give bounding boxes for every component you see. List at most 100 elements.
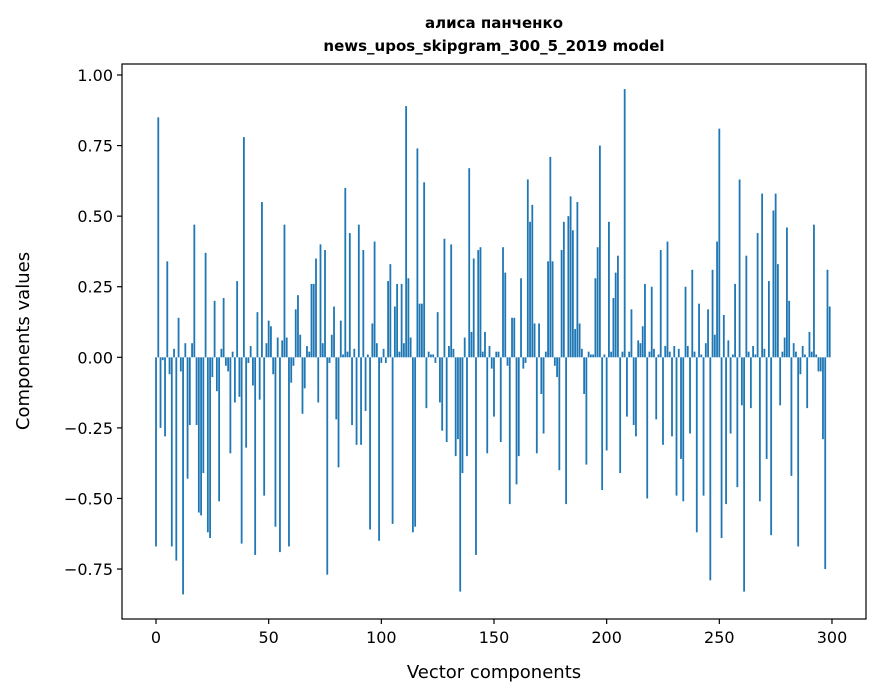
bar — [317, 357, 320, 403]
x-tick-label: 250 — [704, 628, 735, 647]
bar — [231, 351, 234, 358]
bar — [565, 357, 568, 505]
bar — [297, 295, 299, 358]
bar — [441, 357, 444, 431]
bar — [387, 281, 390, 358]
bar — [722, 314, 725, 358]
bar — [193, 224, 196, 358]
bar — [770, 357, 773, 536]
bar — [288, 357, 290, 547]
bar — [252, 357, 254, 386]
bar — [567, 216, 570, 358]
bar — [736, 357, 739, 488]
bar — [571, 230, 574, 358]
bar — [405, 106, 408, 358]
bar — [466, 357, 468, 457]
bar — [303, 357, 306, 389]
bar — [677, 348, 680, 358]
bar — [186, 357, 189, 479]
bar — [411, 357, 414, 533]
bar — [826, 269, 829, 358]
y-axis: −0.75 −0.50 −0.25 0.00 0.25 0.50 0.75 1.00 — [64, 66, 122, 579]
bar — [495, 351, 498, 358]
bar — [675, 357, 678, 496]
bar — [479, 247, 482, 358]
bar — [170, 357, 173, 547]
bar — [813, 224, 815, 358]
bar — [182, 357, 184, 595]
bar — [436, 312, 439, 358]
bar — [159, 357, 162, 428]
bar — [391, 357, 394, 524]
bar — [788, 300, 791, 358]
bar — [792, 343, 795, 358]
bar — [499, 357, 502, 442]
x-tick-label: 50 — [259, 628, 279, 647]
bar — [646, 357, 649, 499]
bar — [360, 357, 362, 445]
bar — [641, 326, 644, 358]
bar — [729, 357, 732, 434]
bar — [734, 283, 736, 358]
bar — [382, 348, 385, 358]
bar — [414, 357, 417, 527]
bar — [191, 343, 193, 358]
bar — [700, 354, 703, 358]
bar — [504, 272, 507, 358]
bar — [470, 331, 473, 358]
bar — [215, 357, 218, 392]
bar — [578, 323, 581, 358]
bar — [738, 179, 741, 358]
bar — [662, 357, 664, 445]
bar — [450, 244, 453, 358]
bar — [758, 357, 761, 502]
bar — [258, 357, 261, 400]
bar — [601, 357, 604, 490]
bar — [339, 320, 342, 358]
bar — [393, 306, 396, 358]
bar — [562, 221, 565, 358]
bar — [301, 357, 304, 414]
bar — [772, 210, 775, 358]
bar — [533, 323, 536, 358]
bar — [490, 357, 493, 369]
bar — [457, 357, 459, 440]
bar — [294, 309, 297, 358]
bar — [402, 343, 405, 358]
bar — [276, 337, 279, 358]
bar — [369, 357, 371, 530]
bar — [596, 247, 599, 358]
bar — [779, 357, 782, 406]
bar — [580, 348, 583, 358]
bar — [195, 357, 198, 426]
bar — [425, 357, 428, 409]
bar — [247, 357, 250, 363]
bar — [353, 348, 356, 358]
bar — [161, 357, 164, 361]
bar — [648, 351, 651, 358]
bar — [315, 258, 317, 358]
bar — [628, 351, 631, 358]
bar — [540, 357, 543, 395]
bar — [285, 337, 288, 358]
bar — [551, 261, 554, 358]
bar — [810, 351, 813, 358]
bar — [326, 357, 329, 575]
bar — [328, 357, 331, 363]
bar — [249, 346, 252, 358]
bar — [767, 281, 770, 358]
bar — [707, 309, 709, 358]
bar — [245, 357, 248, 448]
bar — [468, 168, 471, 358]
bar — [335, 357, 338, 420]
bar — [815, 354, 818, 358]
bar — [635, 357, 637, 437]
bar — [506, 357, 509, 366]
bar — [822, 357, 824, 440]
bar — [337, 357, 340, 468]
bar — [218, 357, 221, 502]
bar — [529, 221, 531, 358]
y-tick-label: 0.50 — [77, 207, 113, 226]
bar — [754, 354, 757, 358]
bar — [592, 354, 595, 358]
